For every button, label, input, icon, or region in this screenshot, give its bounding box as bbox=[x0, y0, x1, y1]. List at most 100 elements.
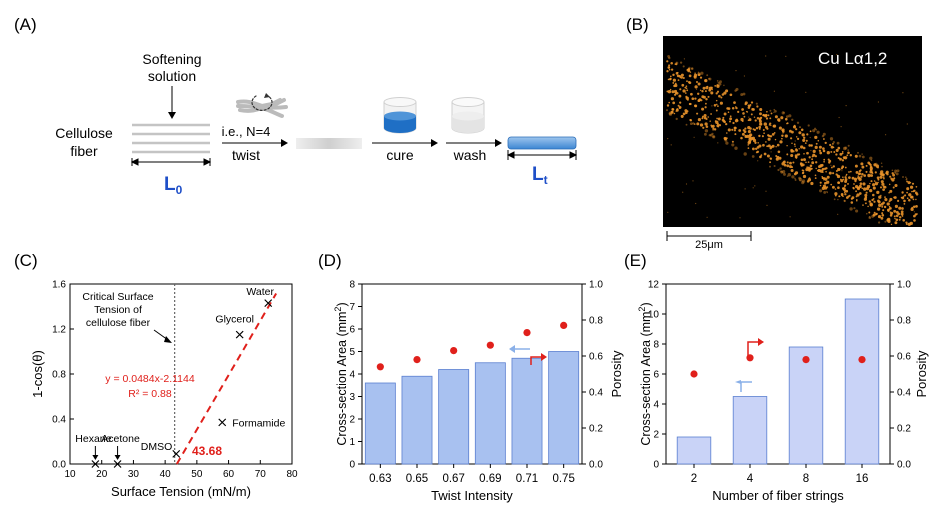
copper-dot bbox=[789, 165, 792, 169]
x-tick-label: 10 bbox=[64, 469, 76, 480]
copper-dot bbox=[868, 211, 871, 214]
copper-dot bbox=[840, 167, 844, 170]
copper-dot bbox=[880, 170, 884, 174]
copper-dot bbox=[767, 144, 771, 148]
copper-dot bbox=[872, 186, 876, 190]
y-tick-label: 3 bbox=[349, 392, 355, 403]
copper-dot bbox=[798, 153, 801, 156]
copper-dot bbox=[830, 150, 833, 153]
copper-dot bbox=[864, 193, 868, 197]
y-tick-label: 1 bbox=[349, 437, 355, 448]
copper-dot bbox=[762, 129, 765, 131]
y2-tick-label: 0.6 bbox=[897, 352, 911, 363]
copper-dot bbox=[843, 199, 846, 203]
copper-dot bbox=[821, 163, 824, 167]
copper-dot bbox=[884, 198, 888, 202]
copper-dot bbox=[732, 121, 735, 125]
copper-dot bbox=[814, 177, 817, 179]
x-tick-label: 60 bbox=[223, 469, 235, 480]
copper-dot bbox=[858, 177, 862, 182]
copper-dot bbox=[864, 202, 867, 205]
copper-dot bbox=[693, 136, 695, 138]
copper-dot bbox=[723, 112, 727, 116]
porosity-point bbox=[858, 356, 866, 364]
copper-dot bbox=[669, 75, 672, 78]
y-tick-label: 12 bbox=[648, 280, 660, 291]
copper-dot bbox=[791, 142, 793, 145]
copper-dot bbox=[782, 132, 784, 134]
copper-dot bbox=[844, 193, 847, 196]
copper-dot bbox=[682, 76, 685, 80]
porosity-point bbox=[523, 329, 531, 337]
copper-dot bbox=[826, 186, 829, 188]
copper-dot bbox=[795, 136, 798, 138]
copper-dot bbox=[906, 191, 908, 194]
copper-dot bbox=[679, 61, 683, 64]
copper-dot bbox=[790, 153, 794, 158]
copper-dot bbox=[694, 104, 697, 107]
copper-dot bbox=[774, 138, 777, 141]
copper-dot bbox=[882, 209, 885, 212]
copper-dot bbox=[814, 174, 817, 177]
copper-dot bbox=[703, 114, 707, 117]
copper-dot bbox=[906, 187, 910, 191]
y2-tick-label: 0.4 bbox=[589, 388, 603, 399]
copper-dot bbox=[898, 218, 901, 221]
copper-dot bbox=[734, 146, 738, 150]
cure-beaker-icon bbox=[383, 97, 417, 134]
copper-dot bbox=[684, 86, 687, 89]
copper-dot bbox=[894, 217, 896, 220]
copper-dot bbox=[670, 68, 674, 71]
copper-dot bbox=[913, 211, 916, 213]
twist-icon bbox=[236, 93, 288, 118]
copper-dot bbox=[900, 212, 904, 216]
y-tick-label: 8 bbox=[349, 280, 355, 291]
copper-dot bbox=[681, 83, 685, 87]
copper-dot bbox=[697, 92, 700, 96]
copper-dot bbox=[798, 176, 802, 180]
copper-dot bbox=[897, 199, 900, 202]
copper-dot bbox=[873, 180, 876, 182]
copper-dot bbox=[830, 145, 834, 149]
copper-dot bbox=[910, 207, 914, 212]
copper-dot bbox=[847, 144, 850, 147]
copper-dot bbox=[710, 124, 713, 127]
copper-dot bbox=[766, 110, 768, 113]
copper-dot bbox=[689, 119, 692, 121]
copper-dot bbox=[892, 173, 895, 177]
copper-dot bbox=[860, 162, 864, 166]
area-axis-arrow bbox=[509, 345, 530, 353]
data-point bbox=[235, 330, 244, 339]
y-tick-label: 5 bbox=[349, 347, 355, 358]
copper-dot bbox=[692, 122, 695, 125]
copper-dot bbox=[773, 90, 776, 92]
copper-dot bbox=[908, 199, 911, 202]
x-tick-label: 2 bbox=[691, 473, 697, 485]
copper-dot bbox=[877, 178, 880, 181]
copper-dot bbox=[770, 151, 772, 153]
copper-dot bbox=[707, 95, 710, 98]
copper-dot bbox=[814, 135, 818, 140]
copper-dot bbox=[718, 82, 722, 86]
copper-dot bbox=[715, 109, 718, 112]
panel-label-a: (A) bbox=[14, 15, 37, 34]
copper-dot bbox=[750, 113, 753, 116]
x-tick-label: 80 bbox=[286, 469, 298, 480]
copper-dot bbox=[716, 117, 718, 120]
x-axis-title: Number of fiber strings bbox=[712, 488, 844, 503]
copper-dot bbox=[746, 111, 749, 113]
copper-dot bbox=[748, 134, 752, 137]
copper-dot bbox=[839, 168, 841, 171]
copper-dot bbox=[800, 145, 804, 149]
copper-dot bbox=[911, 206, 914, 209]
copper-dot bbox=[687, 68, 691, 71]
copper-dot bbox=[819, 184, 822, 187]
copper-dot bbox=[704, 129, 709, 133]
copper-dot bbox=[800, 158, 804, 162]
copper-dot bbox=[802, 136, 806, 140]
copper-dot bbox=[786, 153, 789, 156]
copper-dot bbox=[747, 104, 750, 107]
copper-dot bbox=[821, 176, 824, 178]
y2-tick-label: 1.0 bbox=[589, 280, 603, 291]
chart-d: 0.63 0.65 0.67 0.69 0.71 0.75 0 1 2 3 4 5 6 7 8 0.0 0.2 0… bbox=[333, 280, 624, 504]
